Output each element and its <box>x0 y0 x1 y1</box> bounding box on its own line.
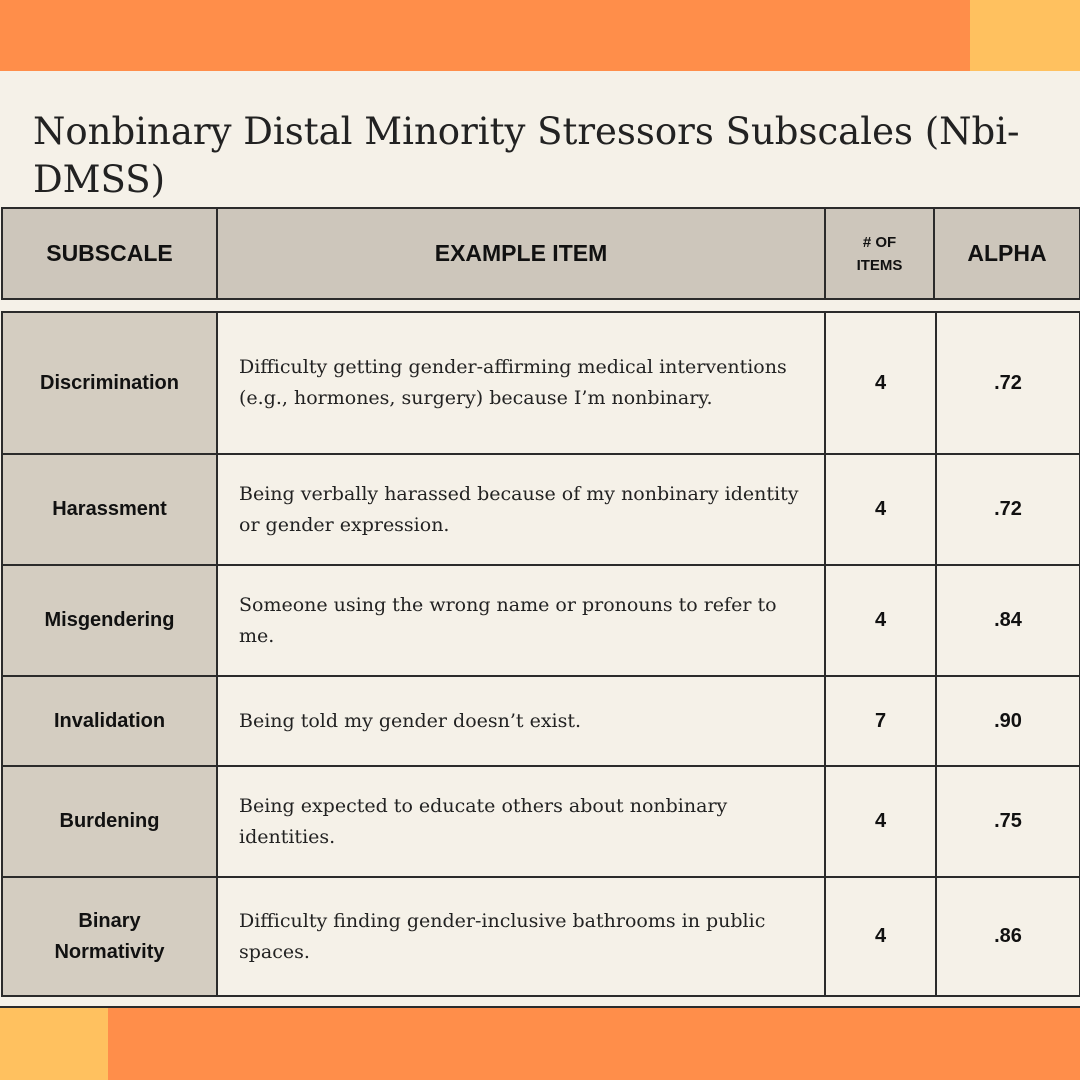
page-title: Nonbinary Distal Minority Stressors Subs… <box>33 110 1020 201</box>
bottom-orange-band <box>108 1008 1080 1080</box>
example-item-cell: Being verbally harassed because of my no… <box>216 453 826 566</box>
subscale-cell: Invalidation <box>1 675 218 767</box>
alpha-cell: .84 <box>935 564 1080 677</box>
num-items-cell: 4 <box>824 453 937 566</box>
example-item-cell: Difficulty getting gender-affirming medi… <box>216 311 826 455</box>
example-item-cell: Someone using the wrong name or pronouns… <box>216 564 826 677</box>
subscale-table: Discrimination Difficulty getting gender… <box>1 311 1080 997</box>
subscale-cell: Binary Normativity <box>1 876 218 997</box>
header-num-items: # OF ITEMS <box>824 207 935 300</box>
alpha-cell: .86 <box>935 876 1080 997</box>
example-item-cell: Difficulty finding gender-inclusive bath… <box>216 876 826 997</box>
subscale-cell: Misgendering <box>1 564 218 677</box>
num-items-cell: 4 <box>824 311 937 455</box>
alpha-cell: .90 <box>935 675 1080 767</box>
alpha-cell: .75 <box>935 765 1080 878</box>
table-row: Harassment Being verbally harassed becau… <box>1 453 1080 566</box>
top-yellow-band <box>970 0 1080 71</box>
table-row: Invalidation Being told my gender doesn’… <box>1 675 1080 767</box>
top-orange-band <box>0 0 970 71</box>
header-subscale: SUBSCALE <box>1 207 218 300</box>
subscale-label: Binary Normativity <box>54 909 165 963</box>
example-item-cell: Being told my gender doesn’t exist. <box>216 675 826 767</box>
num-items-cell: 4 <box>824 876 937 997</box>
num-items-cell: 4 <box>824 765 937 878</box>
table-header: SUBSCALE EXAMPLE ITEM # OF ITEMS ALPHA <box>1 207 1080 300</box>
header-row: SUBSCALE EXAMPLE ITEM # OF ITEMS ALPHA <box>1 207 1080 300</box>
table-row: Misgendering Someone using the wrong nam… <box>1 564 1080 677</box>
alpha-cell: .72 <box>935 453 1080 566</box>
bottom-divider <box>0 1006 1080 1008</box>
header-num-items-label: # OF ITEMS <box>856 233 903 274</box>
bottom-yellow-band <box>0 1008 108 1080</box>
subscale-cell: Harassment <box>1 453 218 566</box>
subscale-cell: Burdening <box>1 765 218 878</box>
num-items-cell: 4 <box>824 564 937 677</box>
header-example-item: EXAMPLE ITEM <box>216 207 826 300</box>
example-item-cell: Being expected to educate others about n… <box>216 765 826 878</box>
header-alpha: ALPHA <box>933 207 1080 300</box>
table-row: Burdening Being expected to educate othe… <box>1 765 1080 878</box>
subscale-cell: Discrimination <box>1 311 218 455</box>
num-items-cell: 7 <box>824 675 937 767</box>
table-row: Binary Normativity Difficulty finding ge… <box>1 876 1080 997</box>
table-row: Discrimination Difficulty getting gender… <box>1 311 1080 455</box>
alpha-cell: .72 <box>935 311 1080 455</box>
